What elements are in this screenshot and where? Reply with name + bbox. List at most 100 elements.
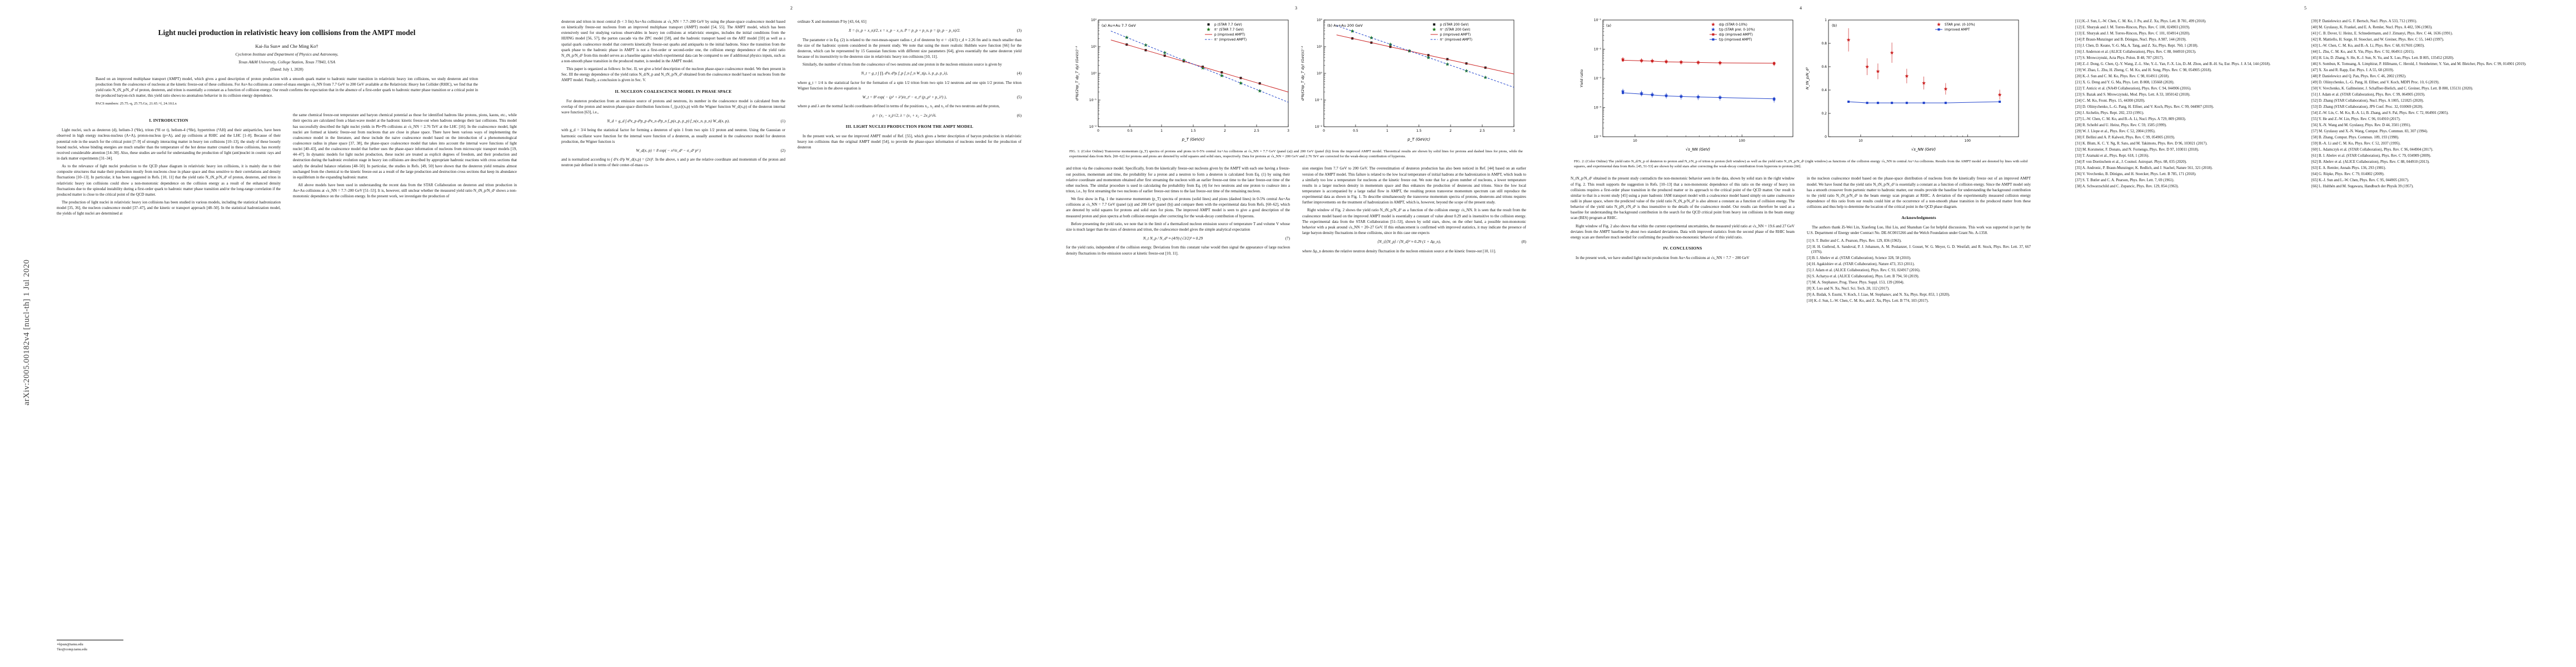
figure-1: 0 0.5 1 1.5 2 2.5 3 10⁻² 10⁻¹ 10⁰ 10¹ 10² p (STAR 7.…: [1066, 14, 1526, 159]
reference-item: [29] W. J. Llope et al., Phys. Rev. C 52…: [2075, 130, 2156, 134]
section-heading-ampt: III. LIGHT NUCLEI PRODUCTION FROM THE AM…: [845, 124, 974, 130]
page1-right-column: the same chemical freeze-out temperature…: [293, 112, 517, 218]
paragraph: and triton via the coalescence model. Sp…: [1066, 166, 1290, 193]
reference-item: [25] D. Oliinychenko, L.-G. Pang, H. Elf…: [2075, 105, 2214, 109]
reference-item: [48] P. Danielewicz and Q. Pan, Phys. Re…: [2311, 74, 2406, 79]
svg-text:10⁻¹: 10⁻¹: [1594, 18, 1602, 22]
reference-item: [9] A. Bzdak, S. Esumi, V. Koch, J. Liao…: [1807, 293, 1950, 297]
svg-text:√s_NN (GeV): √s_NN (GeV): [1911, 147, 1936, 152]
svg-text:d²N/(2πp_T dp_T dy) (GeV/c)⁻²: d²N/(2πp_T dp_T dy) (GeV/c)⁻²: [1301, 46, 1305, 101]
svg-text:10⁻¹: 10⁻¹: [1315, 98, 1323, 102]
paragraph: The parameter σ in Eq. (2) is related to…: [798, 37, 1022, 59]
svg-text:0.2: 0.2: [1821, 112, 1827, 116]
figure-2: 10 100 10⁻⁵ 10⁻⁴ 10⁻³ 10⁻² 10⁻¹ d/p (STAR 0-10%…: [1571, 14, 2031, 169]
reference-item: [32] M. Korsmeier, F. Donato, and N. For…: [2075, 148, 2199, 152]
reference-item: [8] X. Luo and N. Xu, Nucl. Sci. Tech. 2…: [1807, 287, 1890, 291]
equation-body: N_t N_p / N_d² ≈ (4/9) (√3/2)³ ≈ 0.29: [1143, 236, 1203, 241]
paragraph: N_tN_p/N_d² obtained in the present stud…: [1571, 176, 1795, 221]
reference-item: [17] S. Mrowczynski, Acta Phys. Polon. B…: [2075, 56, 2164, 61]
svg-text:2: 2: [1449, 129, 1452, 133]
reference-item: [22] T. Anticic et al. (NA49 Collaborati…: [2075, 87, 2191, 91]
svg-text:Yield ratio: Yield ratio: [1580, 69, 1584, 88]
svg-text:0: 0: [1323, 129, 1325, 133]
reference-item: [13] E. Shuryak and J. M. Torres-Rincon,…: [2075, 32, 2190, 36]
svg-text:10⁻¹: 10⁻¹: [1089, 98, 1097, 102]
reference-item: [34] P. von Doetinchem et al., J. Cosmol…: [2075, 160, 2187, 165]
svg-text:p (STAR 200 GeV): p (STAR 200 GeV): [1440, 23, 1469, 27]
equation-8: ⟨N_t⟩⟨N_p⟩ / ⟨N_d⟩² ≈ 0.29 (1 + Δρ_n), (…: [1302, 239, 1526, 245]
svg-text:1.5: 1.5: [1190, 129, 1196, 133]
reference-item: [11] K.-J. Sun, L.-W. Chen, C. M. Ko, J.…: [2075, 19, 2206, 23]
reference-item: [3] B. I. Abelev et al. (STAR Collaborat…: [1807, 256, 1911, 261]
equation-5: W_t = 8² exp( − (ρ² + λ²)/σ_t² − σ_t² (p…: [798, 94, 1022, 100]
page2-left-column: deuteron and triton in most central (b <…: [561, 19, 785, 171]
reference-item: [44] L. Zhu, C. M. Ko, and X. Yin, Phys.…: [2311, 50, 2415, 54]
equation-7: N_t N_p / N_d² ≈ (4/9) (√3/2)³ ≈ 0.29 (7…: [1066, 236, 1290, 241]
fig2-panel-b: 10 100 0 0.2 0.4 0.6 0.8 1 STAR prel. (0-10%) imp…: [1803, 14, 2024, 156]
svg-text:10¹: 10¹: [1317, 45, 1323, 49]
svg-text:10: 10: [1858, 139, 1863, 143]
reference-item: [57] M. Gyulassy and X.-N. Wang, Comput.…: [2311, 130, 2428, 134]
affiliation-line-2: Texas A&M University, College Station, T…: [238, 59, 336, 64]
svg-text:100: 100: [1965, 139, 1971, 143]
page-2: 2 deuteron and triton in most central (b…: [542, 0, 1040, 667]
reference-item: [36] V. Vovchenko, B. Dönigus, and H. St…: [2075, 172, 2196, 177]
figure-1-caption: FIG. 1: (Color Online) Transverse moment…: [1069, 150, 1523, 159]
paragraph: Right window of Fig. 2 shows the yield r…: [1302, 208, 1526, 235]
reference-item: [41] C. B. Dover, U. Heinz, E. Schnederm…: [2311, 32, 2453, 36]
footnote-email-1: ∗kjsun@tamu.edu: [57, 642, 83, 646]
paragraph: Similarly, the number of tritons from th…: [803, 62, 1002, 67]
page3-right-column: sion energies from 7.7 GeV to 200 GeV. T…: [1302, 166, 1526, 258]
equation-number: (2): [780, 148, 785, 153]
reference-item: [58] B. Zhang, Comput. Phys. Commun. 109…: [2311, 136, 2399, 140]
svg-text:π⁺ (improved AMPT): π⁺ (improved AMPT): [1440, 38, 1472, 42]
svg-text:0.8: 0.8: [1821, 42, 1827, 46]
abstract: Based on an improved multiphase transpor…: [96, 76, 478, 98]
equation-3: X = (x_p + x_n)/2, x = x_p − x_n, P = p_…: [798, 28, 1022, 33]
reference-item: [52] D. Zhang (STAR Collaboration), Nucl…: [2311, 99, 2424, 103]
equation-6: ρ = (x₁ − x₂)/√2, λ = (x₁ + x₂ − 2x₃)/√6…: [798, 113, 1022, 118]
reference-item: [27] L.-W. Chen, C. M. Ko, and B.-A. Li,…: [2075, 117, 2186, 122]
reference-item: [53] D. Zhang (STAR Collaboration), JPS …: [2311, 105, 2424, 109]
equation-body: N_t = g_t ∫ ∏ᵢ d³xᵢ d³pᵢ f_p f_n f_n W_t…: [861, 71, 948, 76]
page3-columns: and triton via the coalescence model. Sp…: [1066, 166, 1526, 258]
reference-item: [60] L. Adamczyk et al. (STAR Collaborat…: [2311, 148, 2433, 152]
reference-item: [19] W. Zhao, L. Zhu, H. Zheng, C. M. Ko…: [2075, 68, 2212, 73]
fig2-panel-a: 10 100 10⁻⁵ 10⁻⁴ 10⁻³ 10⁻² 10⁻¹ d/p (STAR 0-10%…: [1577, 14, 1798, 156]
svg-text:10⁻²: 10⁻²: [1089, 125, 1097, 129]
svg-text:10: 10: [1633, 139, 1637, 143]
svg-text:0: 0: [1825, 135, 1827, 139]
page4-columns: N_tN_p/N_d² obtained in the present stud…: [1571, 176, 2031, 305]
paragraph: sion energies from 7.7 GeV to 200 GeV. T…: [1302, 166, 1526, 205]
svg-text:p_T (GeV/c): p_T (GeV/c): [1407, 137, 1431, 142]
reference-item: [61] B. I. Abelev et al. (STAR Collabora…: [2311, 154, 2431, 158]
svg-text:d/p (improved AMPT): d/p (improved AMPT): [1719, 33, 1753, 37]
page-title: Light nuclei production in relativistic …: [158, 28, 416, 37]
paragraph: In the present work, we have studied lig…: [1576, 255, 1750, 260]
reference-item: [14] P. Braun-Munzinger and B. Dönigus, …: [2075, 38, 2187, 42]
svg-text:2: 2: [1224, 129, 1226, 133]
paragraph: In the present work, we use the improved…: [798, 134, 1022, 150]
page2-columns: deuteron and triton in most central (b <…: [561, 19, 1022, 171]
equation-number: (7): [1285, 236, 1290, 241]
paragraph: for the yield ratio, independent of the …: [1066, 245, 1290, 256]
svg-text:10⁻²: 10⁻²: [1594, 48, 1602, 52]
equation-body: N_d = g_d ∫ d³x_p d³p_p d³x_n d³p_n f_p(…: [607, 118, 730, 123]
page-4: 4 10 100 10⁻⁵ 10⁻⁴ 10⁻³ 10⁻² 10⁻¹ d/p (STAR 0-1…: [1552, 0, 2050, 667]
reference-item: [59] B.-A. Li and C. M. Ko, Phys. Rev. C…: [2311, 142, 2401, 146]
reference-item: [1] S. T. Butler and C. A. Pearson, Phys…: [1807, 238, 1902, 243]
reference-item: [47] X. Xu and R. Rapp, Eur. Phys. J. A …: [2311, 68, 2394, 73]
svg-text:100: 100: [1739, 139, 1746, 143]
svg-text:1: 1: [1825, 18, 1827, 22]
paragraph: For deuteron production from an emission…: [561, 98, 785, 115]
page-number: 2: [790, 6, 793, 11]
svg-text:p_T (GeV/c): p_T (GeV/c): [1182, 137, 1205, 142]
reference-item: [64] G. Röpke, Phys. Rev. C 79, 014002 (…: [2311, 172, 2385, 177]
paragraph: deuteron and triton in most central (b <…: [561, 19, 785, 63]
paragraph: Light nuclei, such as deuteron (d), heli…: [57, 128, 281, 161]
paragraph: the same chemical freeze-out temperature…: [293, 113, 517, 180]
reference-item: [54] Z.-W. Lin, C. M. Ko, B.-A. Li, B. Z…: [2311, 111, 2449, 116]
page5-left-column: [11] K.-J. Sun, L.-W. Chen, C. M. Ko, J.…: [2075, 19, 2299, 190]
equation-body: ρ = (x₁ − x₂)/√2, λ = (x₁ + x₂ − 2x₃)/√6…: [873, 113, 936, 118]
reference-list-left: [11] K.-J. Sun, L.-W. Chen, C. M. Ko, J.…: [2075, 19, 2299, 190]
